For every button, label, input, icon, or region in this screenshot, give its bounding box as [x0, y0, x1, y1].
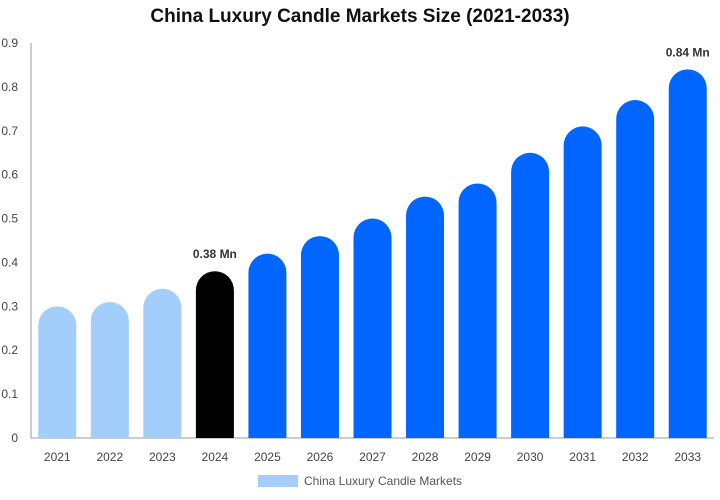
y-tick-label: 0.1 — [1, 387, 18, 401]
bar-2032[interactable] — [616, 100, 655, 439]
x-tick-label: 2024 — [202, 450, 229, 464]
legend-swatch — [257, 475, 298, 487]
y-tick-label: 0.5 — [1, 212, 18, 226]
x-tick-label: 2029 — [464, 450, 491, 464]
bar-2025[interactable] — [248, 253, 287, 438]
bar-2031[interactable] — [563, 126, 602, 438]
y-tick-label: 0.8 — [1, 80, 18, 94]
x-tick-label: 2026 — [307, 450, 334, 464]
x-tick-label: 2030 — [517, 450, 544, 464]
bar-2029[interactable] — [458, 183, 497, 438]
bar-2022[interactable] — [90, 301, 129, 438]
data-label-2033: 0.84 Mn — [666, 45, 710, 59]
x-tick-label: 2021 — [44, 450, 71, 464]
bar-2024[interactable] — [195, 271, 234, 438]
x-tick-label: 2025 — [254, 450, 281, 464]
bar-2021[interactable] — [38, 306, 77, 438]
x-tick-label: 2022 — [96, 450, 123, 464]
bar-2026[interactable] — [300, 236, 339, 438]
y-tick-label: 0.2 — [1, 343, 18, 357]
bar-2023[interactable] — [143, 288, 182, 438]
bar-2028[interactable] — [406, 196, 445, 438]
legend[interactable]: China Luxury Candle Markets — [0, 474, 720, 488]
x-tick-label: 2033 — [674, 450, 701, 464]
x-tick-label: 2023 — [149, 450, 176, 464]
bar-2027[interactable] — [353, 218, 392, 438]
chart-title: China Luxury Candle Markets Size (2021-2… — [150, 6, 570, 27]
bar-2030[interactable] — [511, 152, 550, 438]
y-tick-label: 0.9 — [1, 36, 18, 50]
x-tick-label: 2032 — [622, 450, 649, 464]
x-tick-label: 2031 — [569, 450, 596, 464]
y-tick-label: 0.3 — [1, 299, 18, 313]
y-tick-label: 0.4 — [1, 255, 18, 269]
y-tick-label: 0 — [11, 431, 18, 445]
y-tick-label: 0.6 — [1, 168, 18, 182]
legend-label: China Luxury Candle Markets — [303, 474, 463, 488]
y-tick-label: 0.7 — [1, 124, 18, 138]
data-label-2024: 0.38 Mn — [193, 247, 237, 261]
x-tick-label: 2028 — [412, 450, 439, 464]
bar-2033[interactable] — [668, 69, 707, 438]
x-tick-label: 2027 — [359, 450, 386, 464]
